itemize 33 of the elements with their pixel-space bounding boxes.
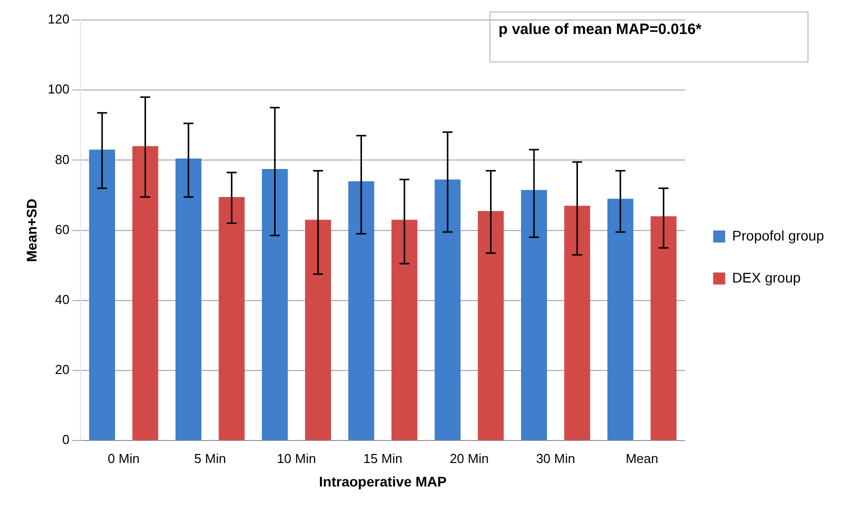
y-tick-label: 60 <box>55 222 70 237</box>
x-tick-label: 10 Min <box>276 450 316 466</box>
x-tick-label: Mean <box>626 450 658 466</box>
x-tick-label: 20 Min <box>450 450 489 466</box>
bar <box>650 216 677 440</box>
y-tick-label: 0 <box>62 432 70 448</box>
bar <box>348 181 374 440</box>
bar <box>132 146 158 440</box>
legend-label: Propofol group <box>732 227 824 244</box>
bar <box>478 211 504 440</box>
bar <box>607 198 634 440</box>
x-tick-label: 15 Min <box>363 450 402 466</box>
legend-label: DEX group <box>732 269 801 286</box>
y-tick-label: 100 <box>48 82 70 97</box>
y-tick-label: 80 <box>55 152 70 167</box>
y-axis-title: Mean+SD <box>23 198 40 262</box>
bar <box>262 168 288 440</box>
x-tick-label: 5 Min <box>194 450 226 466</box>
bar <box>305 220 331 440</box>
bar <box>521 190 547 440</box>
y-tick-label: 20 <box>55 362 70 378</box>
bar <box>218 197 245 440</box>
annotation: p value of mean MAP=0.016* <box>498 21 702 38</box>
bar <box>176 158 202 440</box>
y-tick-label: 120 <box>48 12 70 27</box>
x-tick-label: 0 Min <box>108 450 140 466</box>
bar <box>434 179 461 440</box>
bar <box>89 150 116 440</box>
bar <box>391 220 418 440</box>
x-tick-label: 30 Min <box>536 450 576 466</box>
bar <box>564 206 590 440</box>
x-axis-title: Intraoperative MAP <box>319 473 447 490</box>
y-tick-label: 40 <box>55 292 70 307</box>
